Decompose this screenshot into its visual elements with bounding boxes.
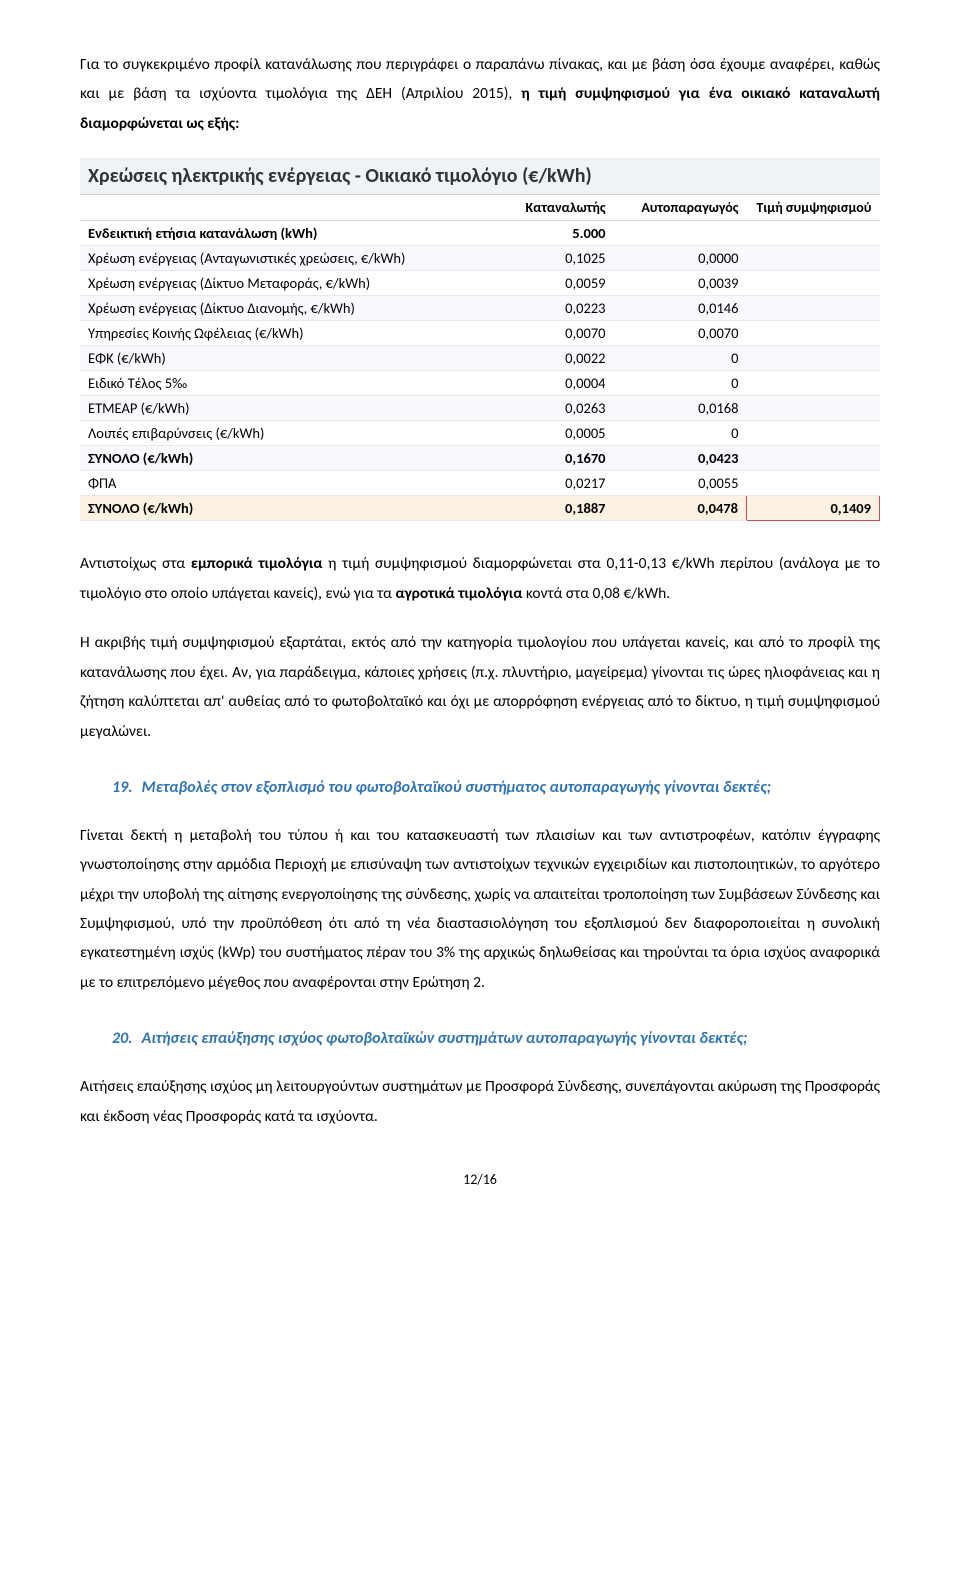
cell-label: ΣΥΝΟΛΟ (€/kWh) [80,496,481,521]
cell-netting [747,221,880,246]
p2-b1: εμπορικά τιμολόγια [191,554,323,573]
q19-text: Μεταβολές στον εξοπλισμό του φωτοβολταϊκ… [142,778,771,797]
table-row: Ειδικό Τέλος 5‰0,00040 [80,371,880,396]
p2-pre: Αντιστοίχως στα [80,554,191,573]
table-row: ΦΠΑ0,02170,0055 [80,471,880,496]
question-20: 20. Αιτήσεις επαύξησης ισχύος φωτοβολταϊ… [112,1025,880,1054]
cell-label: ΦΠΑ [80,471,481,496]
table-title-row: Χρεώσεις ηλεκτρικής ενέργειας - Οικιακό … [80,158,880,195]
cell-netting [747,296,880,321]
cell-consumer: 0,0005 [481,421,614,446]
cell-netting [747,271,880,296]
tariff-table-wrap: Χρεώσεις ηλεκτρικής ενέργειας - Οικιακό … [80,158,880,521]
cell-label: ΕΤΜΕΑΡ (€/kWh) [80,396,481,421]
q19-num: 19. [112,774,138,803]
table-row: Χρέωση ενέργειας (Δίκτυο Διανομής, €/kWh… [80,296,880,321]
table-header-row: Καταναλωτής Αυτοπαραγωγός Τιμή συμψηφισμ… [80,195,880,221]
table-row: Χρέωση ενέργειας (Δίκτυο Μεταφοράς, €/kW… [80,271,880,296]
table-row: Υπηρεσίες Κοινής Ωφέλειας (€/kWh)0,00700… [80,321,880,346]
cell-autoproducer: 0,0039 [614,271,747,296]
table-row: ΕΦΚ (€/kWh)0,00220 [80,346,880,371]
cell-autoproducer: 0 [614,371,747,396]
cell-netting [747,321,880,346]
table-row: Ενδεικτική ετήσια κατανάλωση (kWh)5.000 [80,221,880,246]
table-row: Χρέωση ενέργειας (Ανταγωνιστικές χρεώσει… [80,246,880,271]
cell-consumer: 0,0263 [481,396,614,421]
table-body: Ενδεικτική ετήσια κατανάλωση (kWh)5.000Χ… [80,221,880,521]
cell-consumer: 0,1887 [481,496,614,521]
cell-netting [747,421,880,446]
cell-label: Υπηρεσίες Κοινής Ωφέλειας (€/kWh) [80,321,481,346]
cell-label: Χρέωση ενέργειας (Δίκτυο Μεταφοράς, €/kW… [80,271,481,296]
p2-b2: αγροτικά τιμολόγια [395,584,522,603]
p2-post: κοντά στα 0,08 €/kWh. [522,584,670,603]
th-netting: Τιμή συμψηφισμού [747,195,880,221]
table-row: Λοιπές επιβαρύνσεις (€/kWh)0,00050 [80,421,880,446]
cell-netting [747,396,880,421]
para-capacity-increase: Αιτήσεις επαύξησης ισχύος μη λειτουργούν… [80,1072,880,1131]
cell-autoproducer [614,221,747,246]
cell-netting [747,246,880,271]
question-19: 19. Μεταβολές στον εξοπλισμό του φωτοβολ… [112,774,880,803]
para-profile: Η ακριβής τιμή συμψηφισμού εξαρτάται, εκ… [80,628,880,746]
th-empty [80,195,481,221]
cell-label: ΣΥΝΟΛΟ (€/kWh) [80,446,481,471]
cell-label: Λοιπές επιβαρύνσεις (€/kWh) [80,421,481,446]
table-row: ΣΥΝΟΛΟ (€/kWh)0,16700,0423 [80,446,880,471]
tariff-table: Χρεώσεις ηλεκτρικής ενέργειας - Οικιακό … [80,158,880,521]
cell-consumer: 0,0022 [481,346,614,371]
cell-consumer: 0,0059 [481,271,614,296]
para-commercial: Αντιστοίχως στα εμπορικά τιμολόγια η τιμ… [80,549,880,608]
cell-autoproducer: 0,0146 [614,296,747,321]
cell-autoproducer: 0,0168 [614,396,747,421]
th-autoproducer: Αυτοπαραγωγός [614,195,747,221]
cell-consumer: 0,0223 [481,296,614,321]
cell-autoproducer: 0,0070 [614,321,747,346]
cell-label: Χρέωση ενέργειας (Ανταγωνιστικές χρεώσει… [80,246,481,271]
cell-label: ΕΦΚ (€/kWh) [80,346,481,371]
cell-autoproducer: 0 [614,421,747,446]
th-consumer: Καταναλωτής [481,195,614,221]
cell-autoproducer: 0,0423 [614,446,747,471]
cell-netting [747,371,880,396]
q20-text: Αιτήσεις επαύξησης ισχύος φωτοβολταϊκών … [142,1029,748,1048]
cell-autoproducer: 0,0055 [614,471,747,496]
cell-autoproducer: 0 [614,346,747,371]
cell-netting [747,346,880,371]
para-equipment-change: Γίνεται δεκτή η μεταβολή του τύπου ή και… [80,821,880,998]
cell-consumer: 0,0217 [481,471,614,496]
cell-consumer: 0,0004 [481,371,614,396]
page-footer: 12/16 [80,1171,880,1188]
table-row: ΕΤΜΕΑΡ (€/kWh)0,02630,0168 [80,396,880,421]
cell-netting [747,471,880,496]
cell-autoproducer: 0,0478 [614,496,747,521]
table-title: Χρεώσεις ηλεκτρικής ενέργειας - Οικιακό … [80,158,880,195]
cell-label: Χρέωση ενέργειας (Δίκτυο Διανομής, €/kWh… [80,296,481,321]
cell-consumer: 0,1025 [481,246,614,271]
cell-autoproducer: 0,0000 [614,246,747,271]
cell-label: Ειδικό Τέλος 5‰ [80,371,481,396]
table-row: ΣΥΝΟΛΟ (€/kWh)0,18870,04780,1409 [80,496,880,521]
cell-label: Ενδεικτική ετήσια κατανάλωση (kWh) [80,221,481,246]
cell-netting: 0,1409 [747,496,880,521]
cell-consumer: 5.000 [481,221,614,246]
q20-num: 20. [112,1025,138,1054]
cell-netting [747,446,880,471]
intro-paragraph: Για το συγκεκριμένο προφίλ κατανάλωσης π… [80,50,880,138]
cell-consumer: 0,0070 [481,321,614,346]
cell-consumer: 0,1670 [481,446,614,471]
